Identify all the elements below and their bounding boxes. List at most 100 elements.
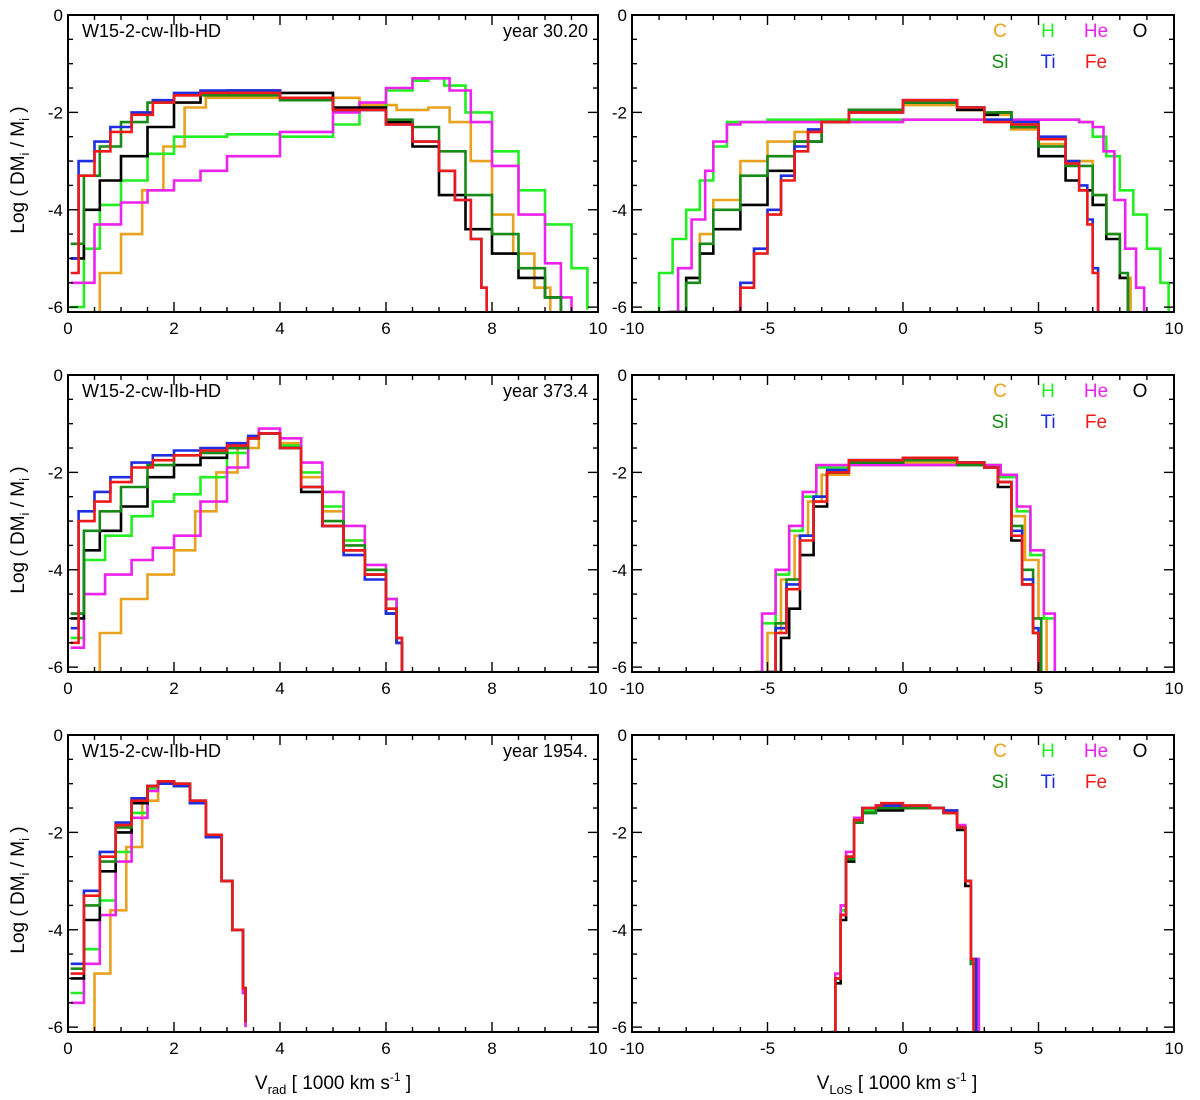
panel-5: 0 2 4 6 8 10 0 -2 -4 -6 W15-2-cw-IIb-HD year 1954. xyxy=(48,726,608,1058)
y-tick-label: 0 xyxy=(54,6,63,25)
panel-title: W15-2-cw-IIb-HD xyxy=(82,381,221,401)
series-line-fe xyxy=(70,780,247,1023)
legend-entry-si: Si xyxy=(992,772,1009,793)
series-group xyxy=(642,98,1170,312)
y-tick-label: 0 xyxy=(618,726,627,745)
series-line-c xyxy=(83,782,247,1032)
legend-entry-si: Si xyxy=(992,412,1009,433)
y-tick-label: -2 xyxy=(612,463,627,482)
x-tick-label: 0 xyxy=(63,679,72,698)
x-tick-label: 10 xyxy=(1165,679,1184,698)
legend: C H He O Si Ti Fe xyxy=(992,741,1148,793)
series-group xyxy=(70,77,589,312)
legend-entry-si: Si xyxy=(992,52,1009,73)
legend-entry-h: H xyxy=(1041,21,1055,42)
series-group xyxy=(754,456,1057,672)
y-tick-label: 0 xyxy=(618,6,627,25)
legend-entry-c: C xyxy=(993,381,1007,402)
legend-entry-fe: Fe xyxy=(1085,412,1107,433)
y-tick-label: -2 xyxy=(48,463,63,482)
x-tick-label: 0 xyxy=(63,319,72,338)
x-tick-label: 10 xyxy=(1165,1039,1184,1058)
y-tick-label: -4 xyxy=(612,561,627,580)
x-tick-label: 5 xyxy=(1034,679,1043,698)
series-line-fe xyxy=(70,432,404,672)
y-tick-label: -4 xyxy=(612,921,627,940)
x-tick-label: 10 xyxy=(589,319,608,338)
x-tick-label: 0 xyxy=(898,319,907,338)
x-tick-label: 0 xyxy=(898,679,907,698)
legend-entry-o: O xyxy=(1133,21,1148,42)
legend-entry-fe: Fe xyxy=(1085,52,1107,73)
y-tick-label: -2 xyxy=(612,823,627,842)
series-line-ti xyxy=(735,98,1100,312)
x-tick-label: 10 xyxy=(1165,319,1184,338)
y-tick-label: -2 xyxy=(48,103,63,122)
legend-entry-h: H xyxy=(1041,381,1055,402)
x-tick-label: -5 xyxy=(760,319,775,338)
series-line-he xyxy=(664,118,1146,312)
legend-entry-o: O xyxy=(1133,741,1148,762)
y-tick-label: 0 xyxy=(54,366,63,385)
series-line-he xyxy=(754,463,1057,672)
series-line-h xyxy=(642,118,1170,312)
series-line-si xyxy=(675,101,1130,312)
series-group xyxy=(829,801,981,1032)
legend-entry-c: C xyxy=(993,21,1007,42)
y-tick-label: -4 xyxy=(48,561,63,580)
x-axis-title-right: VLoS [ 1000 km s-1 ] xyxy=(817,1070,978,1097)
x-tick-label: -10 xyxy=(620,1039,645,1058)
x-tick-label: 4 xyxy=(275,1039,284,1058)
x-tick-label: 8 xyxy=(487,319,496,338)
panel-2: -10 -5 0 5 10 0 -2 -4 -6 C H He O Si Ti Fe xyxy=(612,6,1184,338)
x-tick-label: 8 xyxy=(487,679,496,698)
legend-entry-he: He xyxy=(1084,381,1108,402)
series-line-fe xyxy=(70,91,488,312)
panel-3: 0 2 4 6 8 10 0 -2 -4 -6 W15-2-cw-IIb-HD year 373.4 xyxy=(48,366,608,698)
x-tick-label: 8 xyxy=(487,1039,496,1058)
x-tick-label: -5 xyxy=(760,679,775,698)
legend-entry-c: C xyxy=(993,741,1007,762)
y-axis-titles: Log ( DMi / Mi ) Log ( DMi / Mi ) Log ( … xyxy=(8,106,32,953)
panel-6: -10 -5 0 5 10 0 -2 -4 -6 C H He O Si Ti Fe xyxy=(612,726,1184,1058)
legend: C H He O Si Ti Fe xyxy=(992,381,1148,433)
legend-entry-fe: Fe xyxy=(1085,772,1107,793)
x-tick-label: 4 xyxy=(275,679,284,698)
y-axis-title-row2: Log ( DMi / Mi ) xyxy=(8,466,32,593)
legend-entry-h: H xyxy=(1041,741,1055,762)
y-tick-label: -2 xyxy=(48,823,63,842)
y-tick-label: -4 xyxy=(48,921,63,940)
x-tick-label: 2 xyxy=(169,679,178,698)
x-tick-label: 10 xyxy=(589,1039,608,1058)
series-line-ti xyxy=(767,456,1040,672)
series-group xyxy=(70,780,247,1032)
x-tick-label: 0 xyxy=(898,1039,907,1058)
series-line-o xyxy=(669,101,1130,312)
series-line-o xyxy=(70,89,563,312)
y-tick-label: 0 xyxy=(54,726,63,745)
series-line-he xyxy=(829,804,981,1032)
y-tick-label: 0 xyxy=(618,366,627,385)
legend-entry-he: He xyxy=(1084,21,1108,42)
series-line-ti xyxy=(70,432,404,672)
x-tick-label: 6 xyxy=(381,319,390,338)
x-tick-label: -10 xyxy=(620,679,645,698)
panel-title: W15-2-cw-IIb-HD xyxy=(82,21,221,41)
y-axis-title-row3: Log ( DMi / Mi ) xyxy=(8,826,32,953)
panel-4: -10 -5 0 5 10 0 -2 -4 -6 C H He O Si Ti Fe xyxy=(612,366,1184,698)
x-tick-label: 6 xyxy=(381,679,390,698)
legend-entry-ti: Ti xyxy=(1040,772,1055,793)
x-tick-label: 2 xyxy=(169,319,178,338)
legend-entry-o: O xyxy=(1133,381,1148,402)
series-line-o xyxy=(70,780,247,1023)
x-axis-title-left: Vrad [ 1000 km s-1 ] xyxy=(255,1070,411,1097)
series-line-fe xyxy=(735,98,1100,312)
legend-entry-ti: Ti xyxy=(1040,412,1055,433)
legend-entry-ti: Ti xyxy=(1040,52,1055,73)
y-tick-label: -4 xyxy=(48,201,63,220)
y-tick-label: -6 xyxy=(612,658,627,677)
y-tick-label: -6 xyxy=(612,1018,627,1037)
y-axis-title-row1: Log ( DMi / Mi ) xyxy=(8,106,32,233)
panel-title: W15-2-cw-IIb-HD xyxy=(82,741,221,761)
